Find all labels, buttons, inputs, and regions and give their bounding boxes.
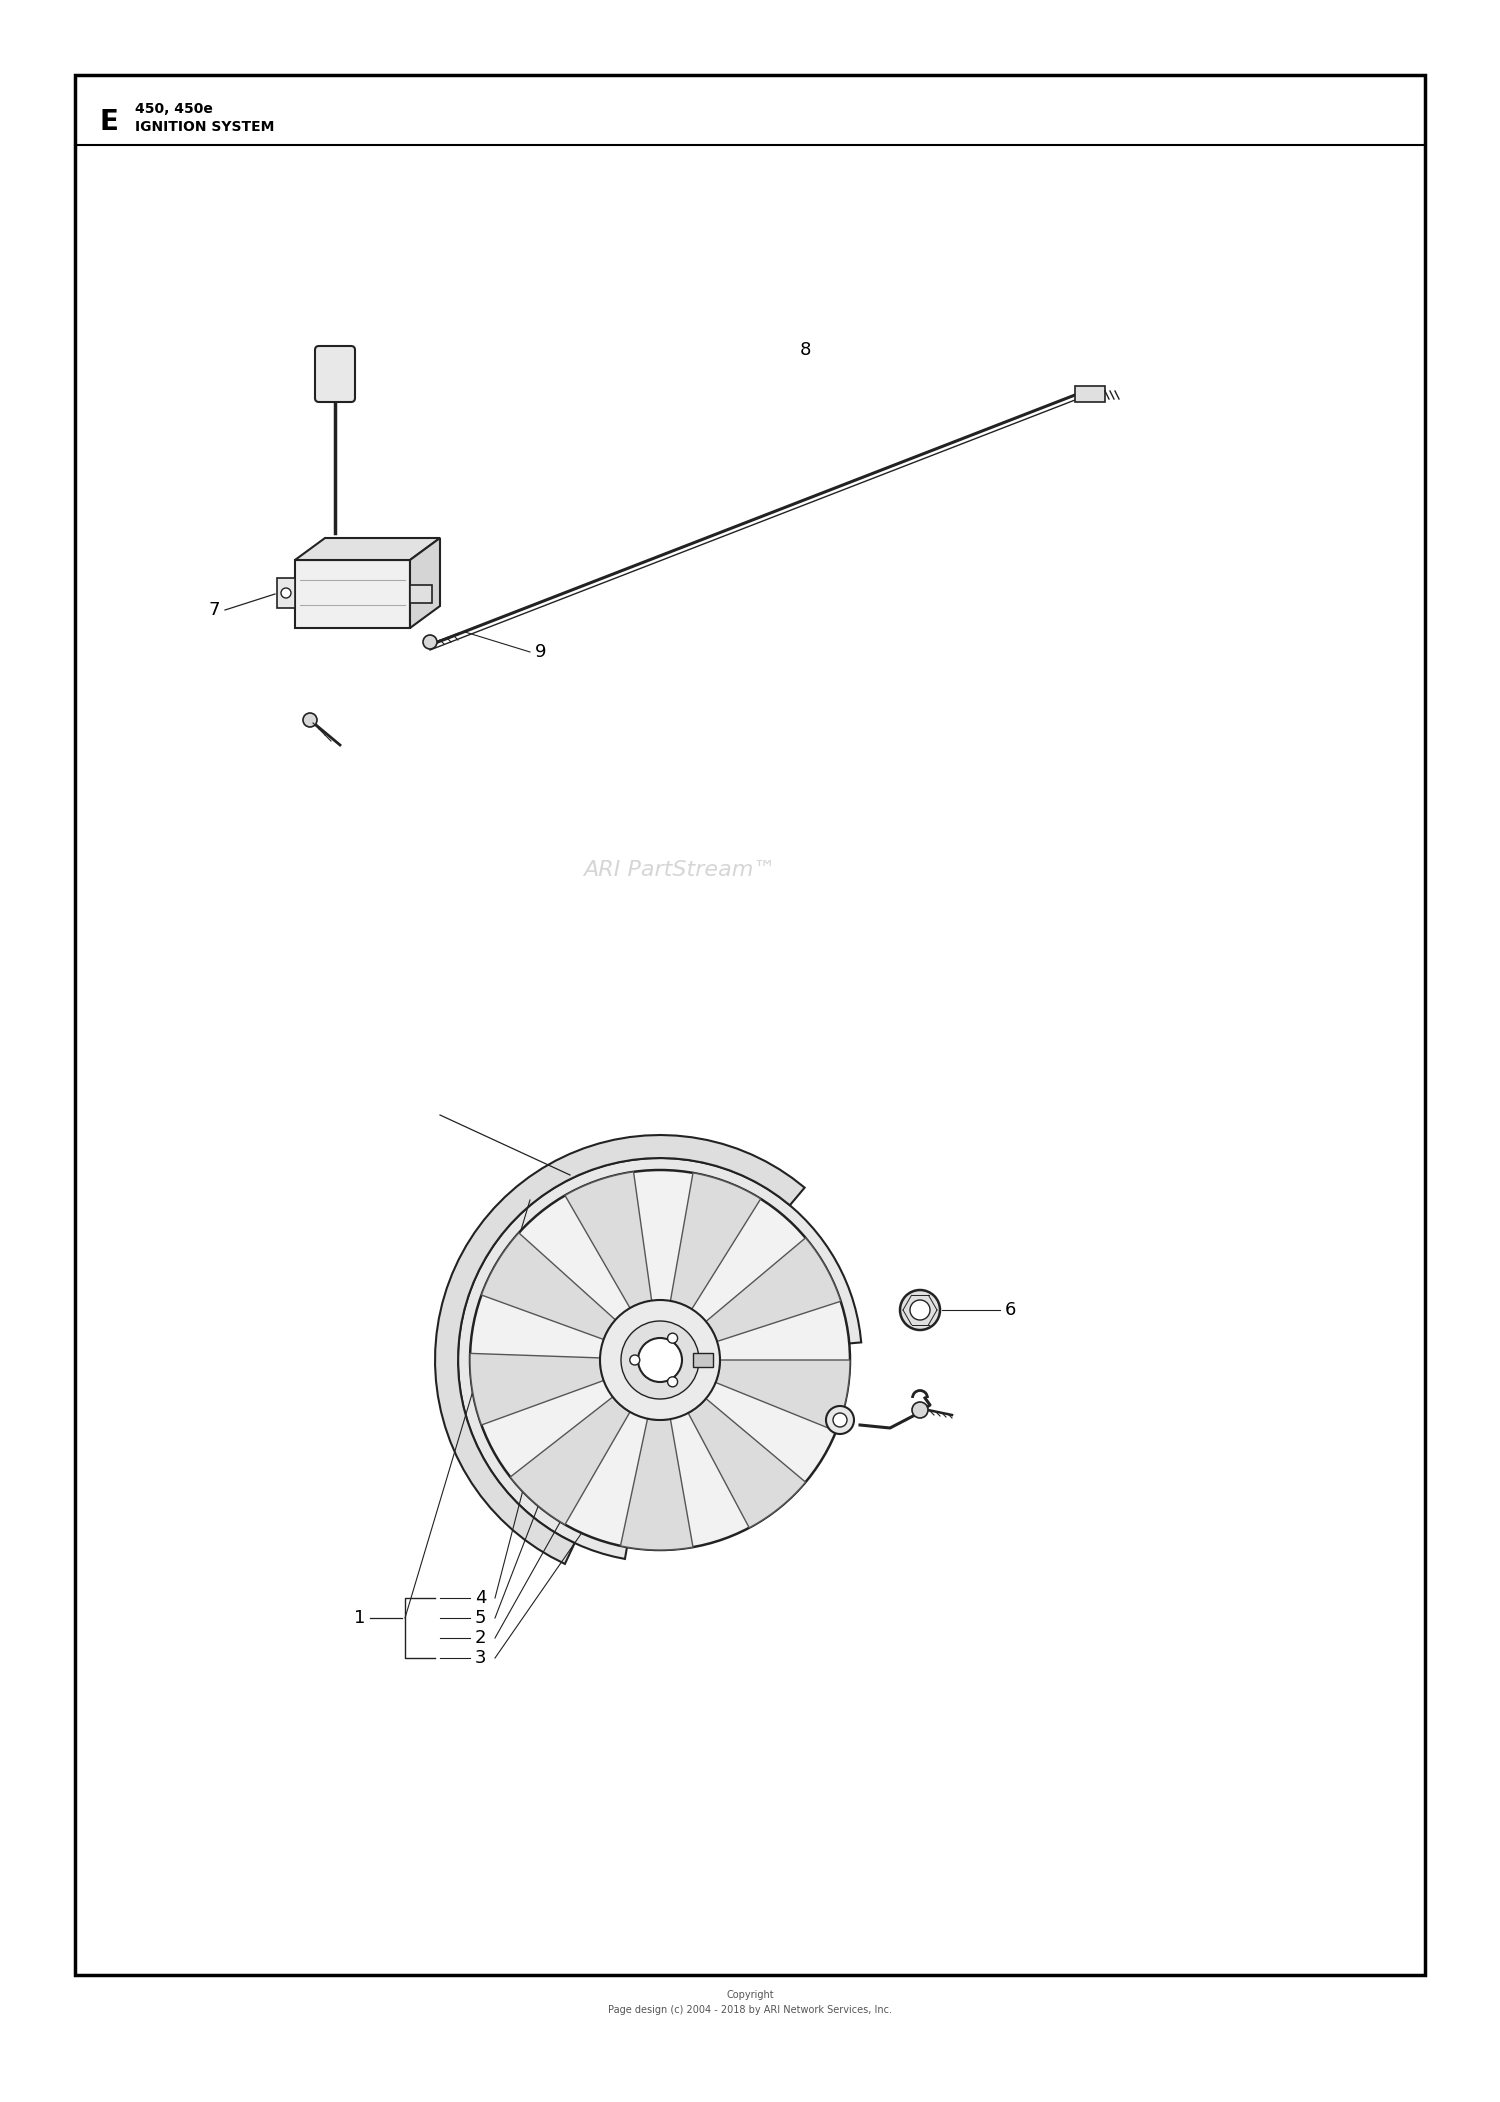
Text: 4: 4 <box>476 1589 486 1608</box>
Bar <box>410 584 432 603</box>
Circle shape <box>910 1299 930 1320</box>
Polygon shape <box>482 1234 615 1339</box>
Circle shape <box>827 1406 854 1434</box>
Circle shape <box>470 1171 850 1549</box>
Polygon shape <box>510 1398 630 1524</box>
Circle shape <box>668 1377 678 1387</box>
Text: 7: 7 <box>209 601 220 618</box>
Bar <box>693 1354 712 1366</box>
FancyBboxPatch shape <box>315 347 356 401</box>
Circle shape <box>833 1413 848 1427</box>
Polygon shape <box>670 1173 760 1310</box>
Polygon shape <box>621 1419 693 1549</box>
Circle shape <box>423 635 436 650</box>
Text: 8: 8 <box>800 341 812 359</box>
Circle shape <box>668 1333 678 1343</box>
Polygon shape <box>410 538 440 628</box>
Circle shape <box>900 1291 940 1331</box>
Text: E: E <box>100 107 118 137</box>
Text: 5: 5 <box>476 1608 486 1627</box>
Bar <box>1076 387 1106 401</box>
Text: IGNITION SYSTEM: IGNITION SYSTEM <box>135 120 274 135</box>
Text: 9: 9 <box>536 643 546 660</box>
Text: 2: 2 <box>476 1629 486 1648</box>
Polygon shape <box>688 1398 806 1528</box>
Circle shape <box>912 1402 928 1419</box>
Bar <box>278 578 296 607</box>
Circle shape <box>630 1356 640 1364</box>
Circle shape <box>303 713 316 727</box>
Polygon shape <box>566 1171 651 1307</box>
Polygon shape <box>716 1360 850 1431</box>
Text: Page design (c) 2004 - 2018 by ARI Network Services, Inc.: Page design (c) 2004 - 2018 by ARI Netwo… <box>608 2005 892 2016</box>
Text: 3: 3 <box>476 1648 486 1667</box>
Circle shape <box>600 1299 720 1421</box>
Circle shape <box>638 1339 682 1381</box>
Polygon shape <box>435 1135 804 1564</box>
Polygon shape <box>296 538 440 559</box>
Text: 6: 6 <box>1005 1301 1017 1318</box>
Text: 450, 450e: 450, 450e <box>135 103 213 116</box>
Text: Copyright: Copyright <box>726 1991 774 1999</box>
Bar <box>296 559 410 628</box>
Circle shape <box>621 1320 699 1400</box>
Polygon shape <box>706 1238 840 1341</box>
Text: ARI PartStream™: ARI PartStream™ <box>584 860 777 881</box>
Polygon shape <box>470 1354 603 1425</box>
Polygon shape <box>458 1158 861 1560</box>
Text: 1: 1 <box>354 1608 364 1627</box>
Circle shape <box>280 589 291 597</box>
